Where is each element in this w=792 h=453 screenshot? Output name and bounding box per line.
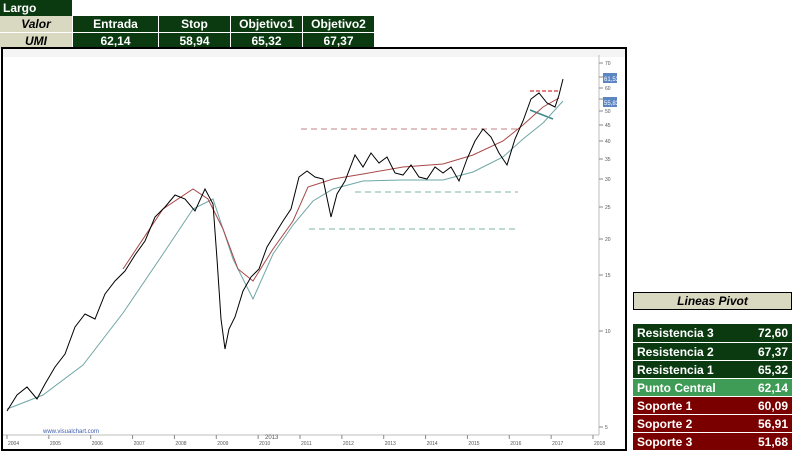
y-tick-label: 10 xyxy=(605,329,611,335)
pivot-row: Punto Central 62,14 xyxy=(633,378,792,396)
row-objetivo2: 67,37 xyxy=(302,32,374,49)
pivot-row-value: 67,37 xyxy=(757,344,788,359)
watermark-text: www.visualchart.com xyxy=(42,429,99,435)
trade-title: Largo xyxy=(0,0,72,16)
pivot-row: Resistencia 2 67,37 xyxy=(633,342,792,360)
price-series xyxy=(6,78,564,412)
header-valor: Valor xyxy=(0,16,72,32)
x-tick-label: 2011 xyxy=(301,441,312,447)
pivot-row-value: 60,09 xyxy=(757,398,788,413)
x-tick-label: 2017 xyxy=(552,441,563,447)
chart-center-label: 2013 xyxy=(265,435,279,441)
flag-trendline xyxy=(529,109,554,120)
pivot-row-label: Punto Central xyxy=(637,380,716,395)
y-tick-label: 60 xyxy=(605,86,611,92)
x-tick-label: 2007 xyxy=(134,441,145,447)
pivot-row-value: 72,60 xyxy=(757,326,788,340)
pivot-row: Soporte 2 56,91 xyxy=(633,414,792,432)
header-objetivo1: Objetivo1 xyxy=(230,16,302,32)
pivot-row: Soporte 1 60,09 xyxy=(633,396,792,414)
header-entrada: Entrada xyxy=(72,16,158,32)
pivot-row-label: Resistencia 2 xyxy=(637,344,714,359)
y-tick-label: 40 xyxy=(605,139,611,145)
y-tick-label: 20 xyxy=(605,237,611,243)
x-tick-label: 2013 xyxy=(385,441,396,447)
y-tick-label: 50 xyxy=(605,109,611,115)
x-tick-label: 2012 xyxy=(343,441,354,447)
pivot-row-label: Resistencia 1 xyxy=(637,362,714,377)
y-tick-label: 70 xyxy=(605,61,611,67)
pivot-row-label: Soporte 3 xyxy=(637,434,693,449)
x-tick-label: 2008 xyxy=(175,441,186,447)
price-chart[interactable]: 2004 2005 2006 2007 2008 2009 2010 2011 2012 2013… xyxy=(1,47,627,451)
price-tag-lower xyxy=(603,97,617,107)
y-tick-label: 25 xyxy=(605,205,611,211)
pivot-spacer xyxy=(633,310,792,324)
x-tick-label: 2014 xyxy=(427,441,438,447)
x-tick-label: 2018 xyxy=(594,441,605,447)
pivot-row: Soporte 3 51,68 xyxy=(633,432,792,450)
x-tick-label: 2016 xyxy=(510,441,521,447)
chart-canvas[interactable]: 2004 2005 2006 2007 2008 2009 2010 2011 2012 2013… xyxy=(3,49,625,449)
moving-average-long xyxy=(6,100,564,410)
price-tag-upper-text: 61,53 xyxy=(604,77,620,83)
moving-average-short xyxy=(122,97,560,282)
pivot-row-value: 51,68 xyxy=(757,434,788,449)
pivot-title: Lineas Pivot xyxy=(633,292,792,310)
row-objetivo1: 65,32 xyxy=(230,32,302,49)
x-tick-label: 2015 xyxy=(468,441,479,447)
y-tick-label: 45 xyxy=(605,123,611,129)
pivot-row-label: Soporte 2 xyxy=(637,416,693,431)
pivot-row-value: 65,32 xyxy=(757,362,788,377)
y-tick-label: 35 xyxy=(605,157,611,163)
x-tick-label: 2004 xyxy=(8,441,19,447)
x-tick-label: 2006 xyxy=(92,441,103,447)
y-tick-label: 15 xyxy=(605,273,611,279)
price-tag-upper xyxy=(603,73,617,83)
price-tag-lower-text: 55,83 xyxy=(604,101,620,107)
x-tick-label: 2010 xyxy=(259,441,270,447)
pivot-row-value: 62,14 xyxy=(757,380,788,395)
y-tick-label: 5 xyxy=(605,425,608,431)
pivot-row-value: 56,91 xyxy=(757,416,788,431)
header-objetivo2: Objetivo2 xyxy=(302,16,374,32)
x-tick-label: 2009 xyxy=(217,441,228,447)
pivot-row-label: Resistencia 3 xyxy=(637,326,714,340)
pivot-table: Lineas Pivot Resistencia 3 72,60 Resistenc… xyxy=(633,292,792,453)
pivot-row-label: Soporte 1 xyxy=(637,398,693,413)
header-stop: Stop xyxy=(158,16,230,32)
x-tick-label: 2005 xyxy=(50,441,61,447)
x-axis: 2004 2005 2006 2007 2008 2009 2010 2011 2012 2013… xyxy=(6,435,605,447)
chart-header-strip xyxy=(3,49,625,57)
pivot-row: Resistencia 1 65,32 xyxy=(633,360,792,378)
y-tick-label: 30 xyxy=(605,177,611,183)
pivot-row: Resistencia 3 72,60 xyxy=(633,324,792,342)
row-entrada: 62,14 xyxy=(72,32,158,49)
row-stop: 58,94 xyxy=(158,32,230,49)
row-ticker: UMI xyxy=(0,32,72,49)
